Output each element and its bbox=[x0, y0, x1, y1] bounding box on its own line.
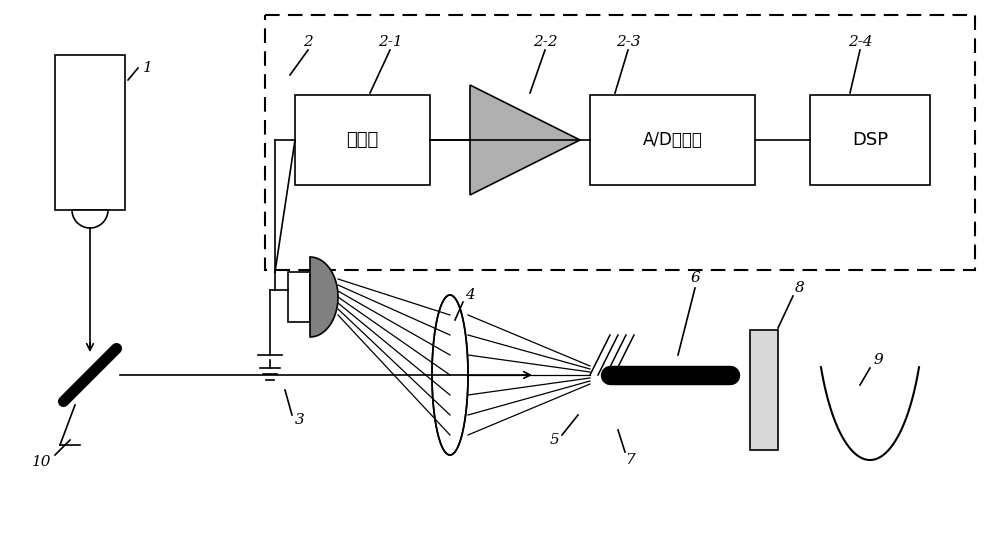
Text: 2-4: 2-4 bbox=[848, 35, 872, 49]
Bar bbox=[295, 95, 430, 185]
Bar bbox=[590, 95, 755, 185]
Bar bbox=[810, 95, 930, 185]
Text: 2: 2 bbox=[303, 35, 313, 49]
Polygon shape bbox=[72, 210, 108, 228]
Text: 6: 6 bbox=[690, 271, 700, 285]
Text: 3: 3 bbox=[295, 413, 305, 427]
Text: 2-3: 2-3 bbox=[616, 35, 640, 49]
Text: 1: 1 bbox=[143, 61, 153, 75]
Bar bbox=[288, 272, 310, 322]
Text: 8: 8 bbox=[795, 281, 805, 295]
Text: 2-1: 2-1 bbox=[378, 35, 402, 49]
Text: 7: 7 bbox=[625, 453, 635, 467]
Polygon shape bbox=[310, 257, 338, 337]
Text: 9: 9 bbox=[873, 353, 883, 367]
Text: 10: 10 bbox=[32, 455, 52, 469]
Text: DSP: DSP bbox=[852, 131, 888, 149]
Text: 4: 4 bbox=[465, 288, 475, 302]
Text: A/D转换器: A/D转换器 bbox=[643, 131, 702, 149]
Text: 2-2: 2-2 bbox=[533, 35, 557, 49]
Text: 5: 5 bbox=[550, 433, 560, 447]
Polygon shape bbox=[432, 295, 468, 455]
Polygon shape bbox=[470, 85, 580, 195]
Text: 滤波器: 滤波器 bbox=[346, 131, 379, 149]
Bar bbox=[750, 330, 778, 450]
Bar bbox=[55, 55, 125, 210]
Bar bbox=[265, 15, 975, 270]
